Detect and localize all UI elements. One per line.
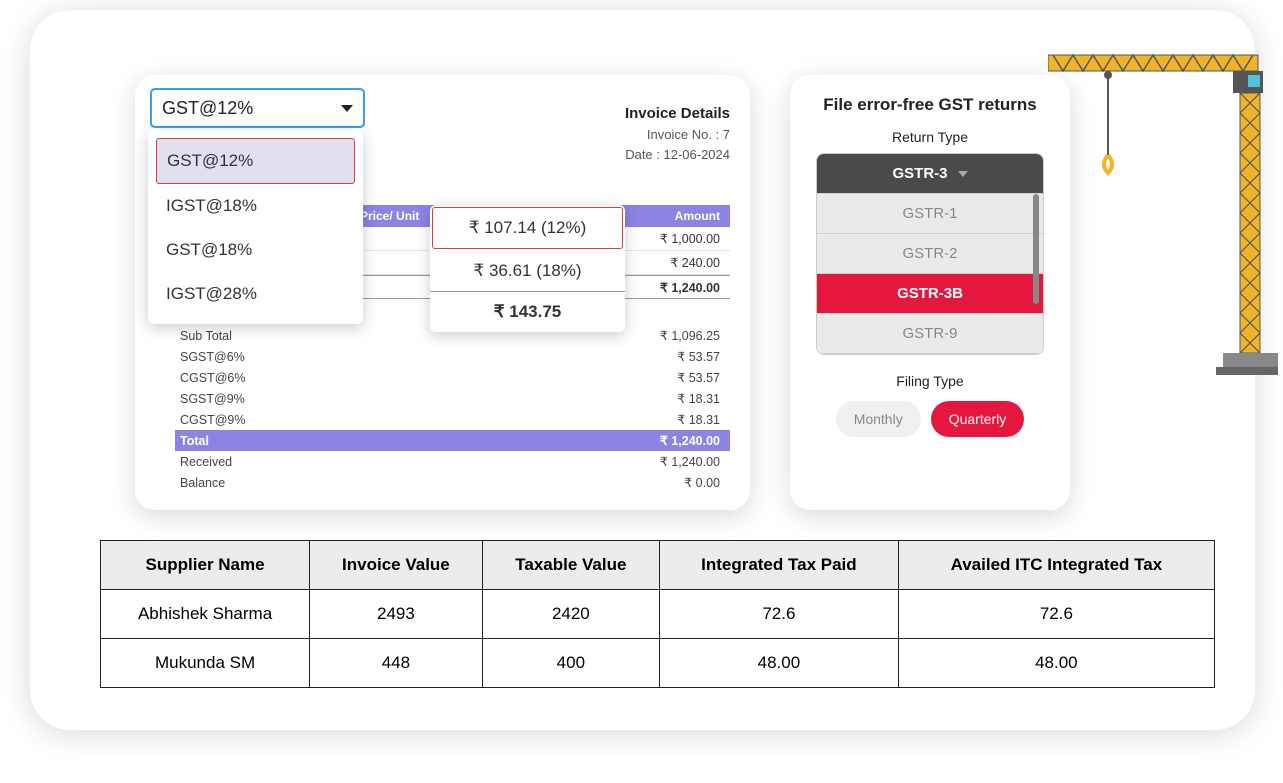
tax-summary: Sub Total₹ 1,096.25 SGST@6%₹ 53.57 CGST@… <box>175 325 730 493</box>
return-type-option[interactable]: GSTR-2 <box>817 234 1043 274</box>
gst-option[interactable]: IGST@18% <box>156 184 355 228</box>
return-type-list: GSTR-3 GSTR-1 GSTR-2 GSTR-3B GSTR-9 <box>816 153 1044 355</box>
balance-row: Balance₹ 0.00 <box>175 472 730 493</box>
gst-returns-card: File error-free GST returns Return Type … <box>790 75 1070 510</box>
filing-monthly-button[interactable]: Monthly <box>836 401 921 437</box>
received-row: Received₹ 1,240.00 <box>175 451 730 472</box>
gst-rate-dropdown: GST@12% IGST@18% GST@18% IGST@28% <box>148 130 363 324</box>
col-integrated-tax: Integrated Tax Paid <box>660 541 899 590</box>
gst-breakdown-popup: ₹ 107.14 (12%) ₹ 36.61 (18%) ₹ 143.75 <box>430 205 625 332</box>
invoice-number: Invoice No. : 7 <box>625 125 730 145</box>
total-row: Total₹ 1,240.00 <box>175 430 730 451</box>
tax-row: CGST@6%₹ 53.57 <box>175 367 730 388</box>
return-type-option[interactable]: GSTR-1 <box>817 194 1043 234</box>
return-type-option[interactable]: GSTR-3B <box>817 274 1043 314</box>
gst-popup-row: ₹ 107.14 (12%) <box>432 207 623 249</box>
gst-popup-row: ₹ 36.61 (18%) <box>430 251 625 292</box>
gst-option[interactable]: GST@18% <box>156 228 355 272</box>
tax-row: SGST@6%₹ 53.57 <box>175 346 730 367</box>
filing-type-toggle: Monthly Quarterly <box>810 401 1050 437</box>
invoice-date: Date : 12-06-2024 <box>625 145 730 165</box>
gst-select-value: GST@12% <box>162 98 253 119</box>
invoice-details-block: Invoice Details Invoice No. : 7 Date : 1… <box>625 105 730 164</box>
gst-option[interactable]: IGST@28% <box>156 272 355 316</box>
gst-option[interactable]: GST@12% <box>156 138 355 184</box>
crane-icon <box>1048 35 1278 405</box>
return-type-selected[interactable]: GSTR-3 <box>817 154 1043 194</box>
tax-row: SGST@9%₹ 18.31 <box>175 388 730 409</box>
gst-popup-total: ₹ 143.75 <box>430 292 625 332</box>
returns-title: File error-free GST returns <box>810 95 1050 115</box>
chevron-down-icon <box>341 105 353 112</box>
table-row: Mukunda SM 448 400 48.00 48.00 <box>101 639 1215 688</box>
return-type-label: Return Type <box>810 129 1050 145</box>
tax-row: CGST@9%₹ 18.31 <box>175 409 730 430</box>
col-taxable-value: Taxable Value <box>482 541 659 590</box>
filing-quarterly-button[interactable]: Quarterly <box>931 401 1025 437</box>
supplier-table: Supplier Name Invoice Value Taxable Valu… <box>100 540 1215 688</box>
col-availed-itc: Availed ITC Integrated Tax <box>898 541 1214 590</box>
col-supplier-name: Supplier Name <box>101 541 310 590</box>
filing-type-label: Filing Type <box>810 373 1050 389</box>
gst-rate-select[interactable]: GST@12% <box>150 88 365 128</box>
return-type-option[interactable]: GSTR-9 <box>817 314 1043 354</box>
invoice-details-title: Invoice Details <box>625 105 730 122</box>
table-row: Abhishek Sharma 2493 2420 72.6 72.6 <box>101 590 1215 639</box>
scrollbar[interactable] <box>1033 194 1039 304</box>
col-invoice-value: Invoice Value <box>310 541 483 590</box>
chevron-down-icon <box>958 171 968 177</box>
supplier-table-header: Supplier Name Invoice Value Taxable Valu… <box>101 541 1215 590</box>
